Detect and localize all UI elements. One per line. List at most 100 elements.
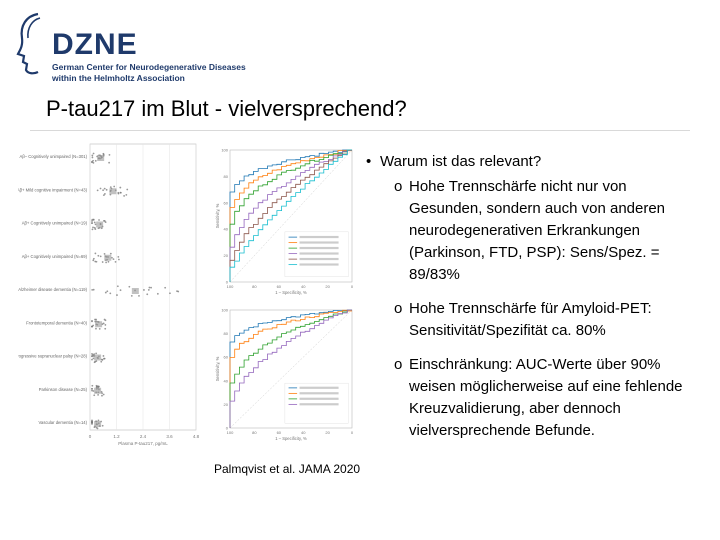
panel-b-x-tick: 0 xyxy=(351,284,354,289)
panel-b-y-tick: 100 xyxy=(221,148,228,153)
panel-a-dot xyxy=(92,288,95,291)
panel-c-x-label: 1 – Specificity, % xyxy=(275,436,307,441)
panel-b-x-tick: 80 xyxy=(252,284,257,289)
panel-b-y-tick: 80 xyxy=(224,174,229,179)
panel-b-x-label: 1 – Specificity, % xyxy=(275,290,307,295)
panel-a-dot xyxy=(91,228,94,231)
panel-a-dot xyxy=(112,258,115,261)
panel-a-dot xyxy=(102,355,105,357)
panel-b-x-tick: 60 xyxy=(277,284,282,289)
panel-a-dot xyxy=(126,188,129,191)
logo-line-2: within the Helmholtz Association xyxy=(52,73,185,83)
panel-c-legend-text xyxy=(299,386,339,389)
panel-a-dot xyxy=(101,424,104,427)
panel-a-box xyxy=(104,254,112,261)
panel-b-legend-text xyxy=(299,263,339,266)
panel-b-x-tick: 40 xyxy=(301,284,306,289)
logo-profile-icon xyxy=(16,12,41,75)
panel-a-dot xyxy=(101,359,104,361)
panel-a-box xyxy=(94,387,102,394)
panel-c-y-tick: 0 xyxy=(226,426,229,431)
panel-a-group-label: Aβ+ Cognitively unimpaired (N=19) xyxy=(22,221,88,226)
panel-a-dot xyxy=(116,294,118,296)
panel-c-y-label: Sensitivity, % xyxy=(215,356,220,381)
main-bullet: • Warum ist das relevant? xyxy=(366,152,696,172)
sub-bullet-2-text: Hohe Trennschärfe für Amyloid-PET: Sensi… xyxy=(409,300,652,339)
panel-a-dot xyxy=(156,292,159,295)
panel-a-box xyxy=(96,221,104,228)
panel-a-dot xyxy=(92,357,95,360)
panel-a-dot xyxy=(93,394,96,397)
panel-a-dot xyxy=(97,254,100,257)
panel-a-dot xyxy=(97,385,100,388)
panel-a-dot xyxy=(91,161,93,164)
panel-a-dot xyxy=(101,394,103,397)
panel-b-curve xyxy=(229,149,352,282)
panel-c-y-tick: 100 xyxy=(221,308,228,313)
panel-b-x-tick: 100 xyxy=(227,284,234,289)
panel-a-dot xyxy=(143,289,145,291)
panel-a-dot xyxy=(119,289,122,292)
panel-a-dot xyxy=(116,285,119,288)
panel-a-tick-label: 0 xyxy=(89,434,92,439)
panel-c-y-tick: 60 xyxy=(224,355,229,360)
panel-c-curve xyxy=(229,309,352,428)
panel-a-dot xyxy=(105,188,108,191)
panel-a-dot xyxy=(108,161,111,164)
panel-a-dot xyxy=(97,393,100,396)
panel-a-box xyxy=(94,354,102,361)
main-bullet-text: Warum ist das relevant? xyxy=(380,153,542,170)
panel-a-dot xyxy=(95,426,98,429)
panel-c-legend-text xyxy=(299,397,339,400)
slide-title: P-tau217 im Blut - vielversprechend? xyxy=(46,96,407,121)
panel-a-dot xyxy=(97,419,100,422)
panel-a-dot xyxy=(91,156,94,159)
panel-c-x-tick: 100 xyxy=(227,430,234,435)
panel-b-y-tick: 20 xyxy=(224,253,229,258)
panel-a-dot xyxy=(104,324,107,326)
sub-bullet-marker: o xyxy=(394,356,403,373)
panel-a-dot xyxy=(101,392,103,395)
panel-c-y-tick: 20 xyxy=(224,402,229,407)
panel-c-legend-text xyxy=(299,403,339,406)
panel-a-scatter: 0 1.2 2.4 3.6 4.8 Plasma P-tau217, pg/mL Aβ– C… xyxy=(18,143,200,446)
panel-a-dot xyxy=(107,260,110,263)
panel-a-dot xyxy=(93,226,96,229)
panel-c-legend-text xyxy=(299,392,339,395)
panel-b-legend-text xyxy=(299,246,339,250)
panel-a-dot xyxy=(103,187,106,190)
panel-a-dot xyxy=(119,191,122,194)
panel-b-diagonal xyxy=(229,149,353,283)
panel-b-roc: 100 100 80 80 60 60 40 40 20 20 0 0 Sensitivity, % 1 … xyxy=(215,148,354,296)
panel-a-group-label: Aβ– Cognitively unimpaired (N=301) xyxy=(20,154,88,159)
panel-a-dot xyxy=(91,423,93,425)
logo-line-1: German Center for Neurodegenerative Dise… xyxy=(52,62,246,72)
panel-a-dot xyxy=(138,294,140,297)
panel-c-y-tick: 40 xyxy=(224,378,229,383)
panel-a-box xyxy=(109,188,117,195)
panel-a-dot xyxy=(91,384,94,387)
panel-a-dot xyxy=(92,226,94,229)
panel-a-dot xyxy=(104,327,107,330)
panel-a-group-label: Aβ+ Cognitively unimpaired (N=69) xyxy=(22,254,88,259)
panel-a-dot xyxy=(92,390,95,392)
panel-a-dot xyxy=(102,322,105,325)
panel-a-dot xyxy=(92,161,95,164)
panel-a-group-label: Aβ+ Mild cognitive impairment (N=43) xyxy=(18,187,88,192)
panel-a-dot xyxy=(130,295,133,297)
panel-a-dot xyxy=(114,260,117,263)
panel-a-dot xyxy=(123,195,125,197)
panel-a-group-label: Vascular dementia (N=14) xyxy=(39,420,88,425)
panel-b-curve xyxy=(229,149,352,282)
panel-a-dot xyxy=(148,286,151,289)
panel-a-dot xyxy=(95,260,98,263)
panel-b-curve xyxy=(229,150,352,282)
sub-bullet-1-text: Hohe Trennschärfe nicht nur von Gesunden… xyxy=(409,178,666,283)
panel-a-dot xyxy=(94,223,97,226)
panel-a-dot xyxy=(125,193,128,196)
panel-c-x-tick: 60 xyxy=(277,430,282,435)
panel-a-group-label: Aβ+ Alzheimer disease dementia (N=119) xyxy=(18,287,88,292)
panel-a-tick-label: 3.6 xyxy=(166,434,173,439)
panel-a-dot xyxy=(150,286,152,289)
panel-a-dot xyxy=(92,159,94,162)
